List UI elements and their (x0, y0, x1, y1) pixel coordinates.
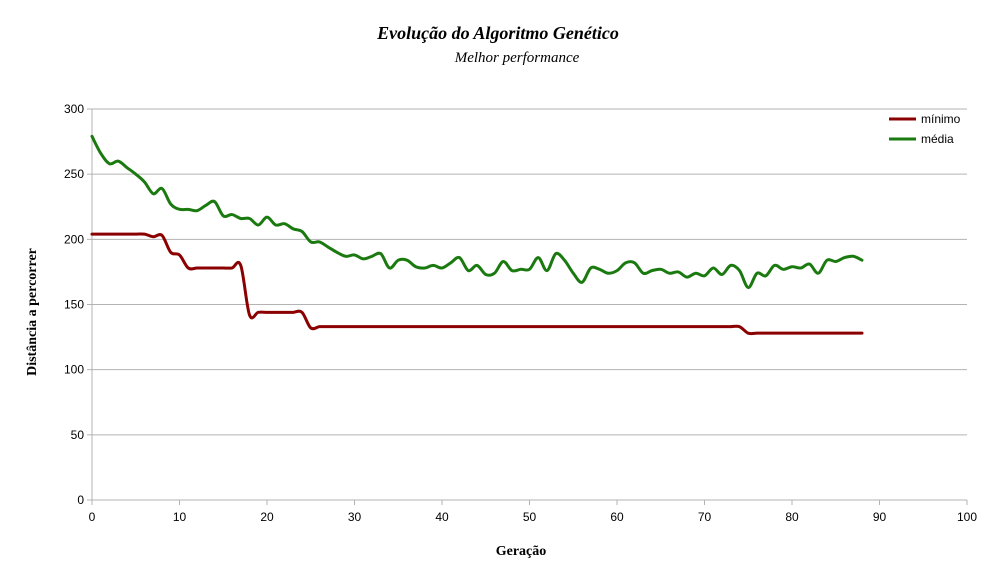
series-lines (90, 134, 864, 336)
x-tick-label-80: 80 (785, 510, 799, 524)
tick-labels: 0 50 100 150 200 250 300 0 10 20 30 40 50 60 70 80 90 100 (64, 102, 977, 524)
y-tick-label-300: 300 (64, 102, 84, 116)
x-tick-label-60: 60 (610, 510, 624, 524)
y-axis-title: Distância a percorrer (25, 248, 40, 376)
x-tick-label-90: 90 (873, 510, 887, 524)
axes (87, 108, 968, 505)
y-tick-label-50: 50 (71, 428, 85, 442)
y-tick-label-150: 150 (64, 298, 84, 312)
y-tick-label-0: 0 (77, 493, 84, 507)
y-tick-label-100: 100 (64, 363, 84, 377)
x-tick-label-10: 10 (173, 510, 187, 524)
x-tick-label-50: 50 (523, 510, 537, 524)
x-tick-label-40: 40 (435, 510, 449, 524)
legend-label-media: média (921, 132, 954, 146)
legend-label-minimo: mínimo (921, 112, 961, 126)
legend: mínimo média (889, 112, 961, 146)
x-tick-label-100: 100 (957, 510, 977, 524)
x-axis-title: Geração (496, 544, 547, 559)
series-line-minimo (90, 232, 864, 336)
chart-title: Evolução do Algoritmo Genético (376, 23, 619, 43)
y-tick-label-250: 250 (64, 167, 84, 181)
x-tick-label-0: 0 (89, 510, 96, 524)
x-tick-label-20: 20 (260, 510, 274, 524)
x-tick-label-30: 30 (348, 510, 362, 524)
grid-lines (92, 108, 967, 436)
y-tick-label-200: 200 (64, 232, 84, 246)
chart-subtitle: Melhor performance (454, 50, 580, 66)
x-tick-label-70: 70 (698, 510, 712, 524)
series-line-media (90, 134, 864, 290)
